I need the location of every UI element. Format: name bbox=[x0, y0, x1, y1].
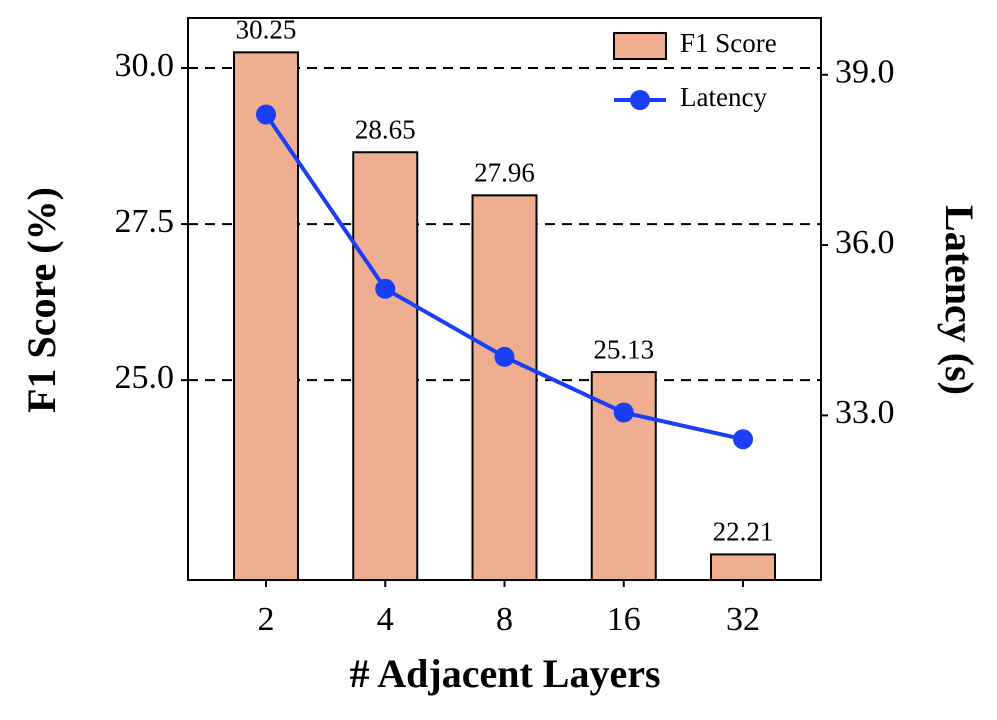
legend-label: F1 Score bbox=[680, 28, 777, 58]
line-marker bbox=[256, 104, 276, 125]
bar bbox=[352, 151, 419, 581]
x-tick-label: 8 bbox=[496, 601, 513, 638]
bar-value-label: 27.96 bbox=[474, 158, 535, 188]
y2-tick-label: 36.0 bbox=[835, 224, 895, 261]
y-tick-label: 25.0 bbox=[115, 359, 175, 396]
legend-label: Latency bbox=[680, 82, 767, 112]
x-tick-label: 2 bbox=[258, 601, 275, 638]
legend-marker bbox=[630, 90, 650, 110]
bar-value-label: 25.13 bbox=[593, 334, 654, 364]
line-marker bbox=[494, 346, 515, 367]
y-axis-title: F1 Score (%) bbox=[19, 187, 64, 413]
y2-tick-label: 33.0 bbox=[835, 394, 895, 431]
bar bbox=[471, 194, 538, 581]
line-marker bbox=[375, 278, 396, 299]
y2-axis-title: Latency (s) bbox=[937, 205, 982, 395]
bar bbox=[710, 553, 776, 581]
line-marker bbox=[613, 402, 634, 423]
x-tick-label: 4 bbox=[377, 601, 394, 638]
y2-tick-label: 39.0 bbox=[835, 54, 895, 91]
bar-value-label: 28.65 bbox=[355, 114, 416, 144]
bar-value-label: 22.21 bbox=[713, 517, 774, 547]
line-marker bbox=[733, 429, 753, 450]
legend-swatch bbox=[613, 32, 667, 60]
x-tick-label: 32 bbox=[726, 601, 760, 638]
bar-value-label: 30.25 bbox=[236, 15, 297, 45]
y-tick-label: 27.5 bbox=[115, 203, 175, 240]
x-axis-title: # Adjacent Layers bbox=[349, 651, 660, 696]
y-tick-label: 30.0 bbox=[115, 47, 175, 84]
bar bbox=[233, 51, 299, 582]
x-tick-label: 16 bbox=[607, 601, 641, 638]
